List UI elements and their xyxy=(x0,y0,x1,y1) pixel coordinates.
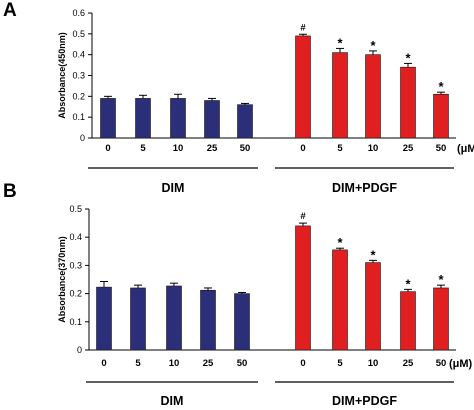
significance-mark: * xyxy=(370,247,376,262)
x-tick-label: 10 xyxy=(169,358,180,369)
x-tick-label: 5 xyxy=(337,358,343,369)
y-tick-label: 0.2 xyxy=(69,289,82,299)
y-tick-label: 0 xyxy=(80,133,85,143)
bar xyxy=(365,54,381,139)
bar xyxy=(237,104,253,139)
x-tick-label: 50 xyxy=(240,143,251,154)
y-tick-label: 0.4 xyxy=(69,232,82,242)
x-tick-label: 5 xyxy=(337,143,343,154)
group-label: DIM xyxy=(162,181,185,195)
significance-mark: # xyxy=(300,22,306,33)
x-tick-label: 25 xyxy=(203,358,214,369)
x-tick-label: 10 xyxy=(368,143,379,154)
x-tick-label: 0 xyxy=(300,358,305,369)
y-tick-label: 0.3 xyxy=(72,71,85,81)
y-tick-label: 0.4 xyxy=(72,50,85,60)
bar xyxy=(204,100,220,139)
bar xyxy=(433,287,449,351)
group-label: DIM xyxy=(161,394,184,408)
bar xyxy=(166,285,182,351)
x-tick-label: 50 xyxy=(436,143,447,154)
significance-mark: * xyxy=(337,35,343,50)
group-label: DIM+PDGF xyxy=(332,181,397,195)
panel-letter: A xyxy=(3,0,17,21)
significance-mark: * xyxy=(405,50,411,65)
bar xyxy=(130,287,146,351)
chart-panel-a: A Absorbance(450nm) 0 0.1 0.2 0.3 0.4 0.5 0.6 0 5 1… xyxy=(3,0,474,195)
x-tick-label: 0 xyxy=(105,143,110,154)
significance-mark: * xyxy=(405,276,411,291)
bar xyxy=(96,286,112,351)
significance-mark: * xyxy=(438,79,444,94)
bar xyxy=(170,98,186,139)
y-tick-label: 0 xyxy=(77,345,82,355)
y-tick-label: 0.3 xyxy=(69,260,82,270)
unit-label: (μM) xyxy=(457,143,474,155)
x-tick-label: 0 xyxy=(101,358,106,369)
x-tick-label: 25 xyxy=(403,143,414,154)
y-axis-label: Absorbance(370nm) xyxy=(57,236,67,323)
significance-mark: * xyxy=(438,272,444,287)
x-tick-label: 50 xyxy=(237,358,248,369)
y-tick-label: 0.5 xyxy=(72,29,85,39)
y-tick-label: 0.6 xyxy=(72,8,85,18)
bar xyxy=(200,289,216,351)
x-tick-label: 0 xyxy=(300,143,305,154)
y-axis-label: Absorbance(450nm) xyxy=(57,32,67,119)
chart-panel-b: B Absorbance(370nm) 0 0.1 0.2 0.3 0.4 0.5 0 5 10 25… xyxy=(3,181,473,408)
x-tick-label: 10 xyxy=(368,358,379,369)
bar xyxy=(433,93,449,139)
bar xyxy=(332,249,348,351)
bar xyxy=(234,293,250,351)
bar xyxy=(400,291,416,351)
group-label: DIM+PDGF xyxy=(332,394,397,408)
y-tick-label: 0.5 xyxy=(69,204,82,214)
y-tick-label: 0.1 xyxy=(69,317,82,327)
bar xyxy=(135,98,151,139)
bar xyxy=(295,35,311,139)
significance-mark: # xyxy=(300,211,306,222)
x-tick-label: 25 xyxy=(403,358,414,369)
significance-mark: * xyxy=(370,38,376,53)
y-tick-label: 0.1 xyxy=(72,112,85,122)
x-tick-label: 25 xyxy=(207,143,218,154)
panel-letter: B xyxy=(3,181,17,202)
x-tick-label: 10 xyxy=(173,143,184,154)
x-tick-label: 5 xyxy=(135,358,141,369)
bar xyxy=(295,225,311,351)
bar xyxy=(100,98,116,139)
bar xyxy=(332,52,348,139)
significance-mark: * xyxy=(337,235,343,250)
unit-label: (μM) xyxy=(449,358,473,370)
x-tick-label: 5 xyxy=(140,143,146,154)
bar xyxy=(365,262,381,351)
y-tick-label: 0.2 xyxy=(72,91,85,101)
bar xyxy=(400,66,416,139)
x-tick-label: 50 xyxy=(436,358,447,369)
